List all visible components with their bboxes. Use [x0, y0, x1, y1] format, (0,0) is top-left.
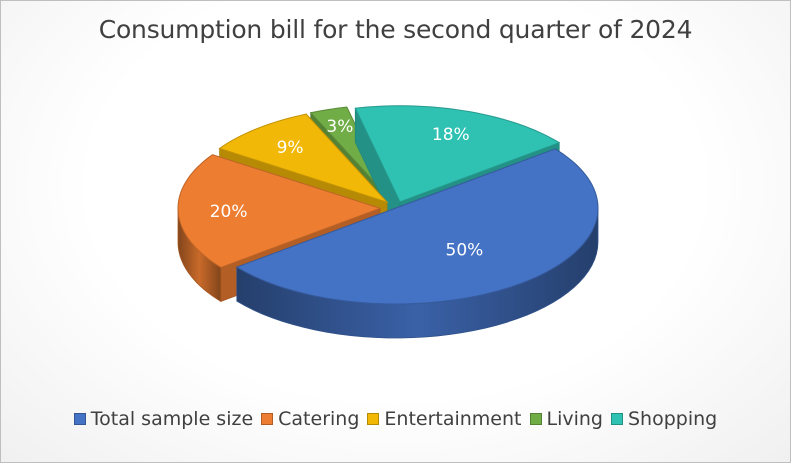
legend-label: Entertainment — [384, 408, 522, 430]
legend-swatch — [367, 413, 380, 425]
legend-item-catering: Catering — [261, 408, 359, 430]
data-label-catering: 20% — [210, 202, 248, 222]
data-label-living: 3% — [326, 117, 353, 137]
slice-top-face — [177, 154, 382, 268]
legend-swatch — [529, 413, 542, 425]
chart-legend: Total sample size Catering Entertainment Li… — [1, 408, 790, 430]
legend-item-living: Living — [529, 408, 604, 430]
legend-label: Living — [546, 408, 604, 430]
data-label-shopping: 18% — [432, 125, 470, 145]
legend-label: Shopping — [628, 408, 718, 430]
legend-swatch — [611, 413, 623, 425]
chart-title: Consumption bill for the second quarter … — [98, 15, 693, 44]
legend-label: Catering — [278, 408, 360, 430]
legend-swatch — [73, 413, 86, 425]
slice-top-face — [354, 105, 561, 203]
slice-top-face — [309, 106, 393, 202]
slice-top-face — [218, 113, 389, 204]
legend-swatch — [261, 413, 274, 425]
legend-item-entertainment: Entertainment — [367, 408, 522, 430]
data-label-entertainment: 9% — [277, 138, 304, 158]
pie-slice-total-sample-size — [235, 148, 599, 339]
legend-item-total-sample-size: Total sample size — [73, 408, 254, 430]
legend-item-shopping: Shopping — [611, 408, 717, 430]
slice-top-face — [235, 148, 599, 305]
legend-label: Total sample size — [90, 408, 254, 430]
data-label-total-sample-size: 50% — [446, 241, 484, 261]
pie-chart: 50% 20% 9% 3% 18% — [177, 105, 599, 339]
